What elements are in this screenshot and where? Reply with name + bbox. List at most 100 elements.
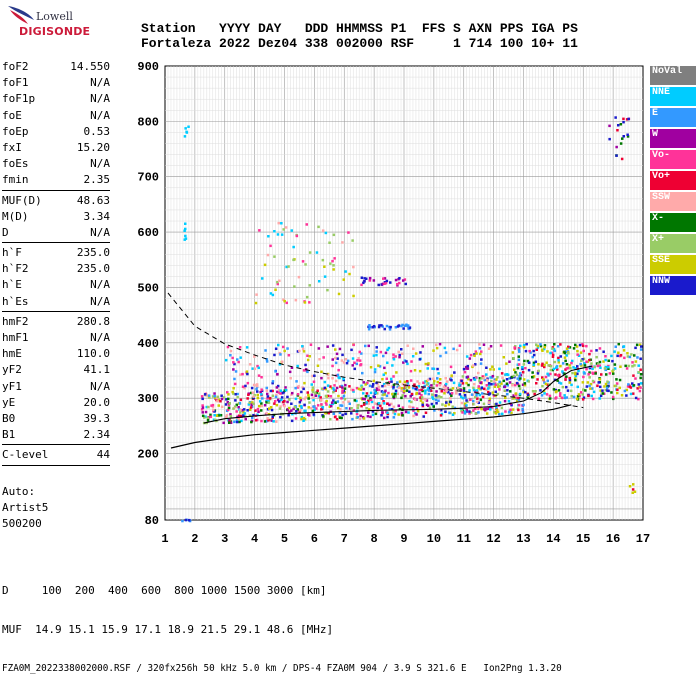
echo-point	[287, 265, 290, 268]
echo-point	[455, 389, 458, 392]
echo-point	[276, 384, 280, 388]
echo-point	[316, 389, 319, 392]
echo-point	[345, 407, 348, 410]
echo-point	[405, 360, 408, 363]
echo-point	[243, 386, 246, 390]
echo-point	[552, 348, 556, 351]
echo-point	[318, 395, 321, 398]
echo-point	[512, 357, 515, 360]
echo-point	[629, 392, 633, 396]
echo-point	[341, 353, 344, 357]
echo-point	[271, 380, 275, 383]
echo-point	[510, 411, 513, 414]
echo-point	[539, 344, 543, 348]
echo-point	[296, 350, 300, 353]
echo-point	[294, 298, 298, 302]
echo-point	[229, 415, 233, 418]
echo-point	[332, 387, 335, 390]
echo-point	[578, 394, 581, 398]
echo-point	[286, 395, 289, 399]
echo-point	[409, 379, 413, 382]
y-tick-label: 800	[137, 115, 159, 129]
echo-point	[345, 361, 349, 365]
echo-point	[265, 358, 269, 361]
echo-point	[248, 401, 251, 405]
echo-point	[294, 417, 298, 420]
echo-point	[488, 397, 491, 400]
param-row: D N/A	[2, 225, 110, 241]
echo-point	[493, 385, 496, 388]
echo-point	[229, 413, 232, 416]
echo-point	[601, 392, 605, 395]
echo-point	[626, 133, 629, 136]
echo-point	[545, 393, 549, 396]
echo-point	[324, 394, 328, 398]
echo-point	[256, 396, 260, 400]
echo-point	[468, 412, 471, 415]
echo-point	[426, 378, 430, 382]
echo-point	[352, 294, 355, 298]
echo-point	[358, 417, 362, 421]
echo-point	[523, 359, 526, 363]
echo-point	[461, 411, 464, 414]
echo-point	[251, 401, 254, 404]
param-label: C-level	[2, 448, 49, 462]
echo-point	[515, 373, 519, 377]
echo-point	[392, 383, 396, 387]
echo-point	[278, 363, 282, 366]
echo-point	[311, 389, 314, 392]
echo-point	[553, 378, 557, 382]
echo-point	[553, 343, 556, 346]
logo-digisonde-text: DIGISONDE	[19, 25, 91, 38]
echo-point	[585, 360, 588, 363]
echo-point	[279, 392, 282, 395]
echo-point	[487, 406, 491, 410]
echo-point	[256, 413, 259, 416]
echo-point	[253, 394, 256, 397]
echo-point	[388, 407, 391, 411]
echo-point	[504, 373, 507, 376]
echo-point	[570, 361, 573, 365]
echo-point	[260, 388, 263, 391]
echo-point	[540, 394, 544, 397]
echo-point	[226, 401, 229, 404]
echo-point	[233, 362, 236, 366]
echo-point	[351, 357, 355, 360]
echo-point	[614, 116, 617, 119]
echo-point	[315, 407, 318, 410]
echo-point	[581, 381, 585, 384]
param-label: foEp	[2, 124, 29, 138]
echo-point	[533, 353, 536, 357]
echo-point	[392, 375, 395, 378]
echo-point	[384, 371, 387, 375]
echo-point	[183, 135, 187, 138]
echo-point	[563, 356, 567, 359]
echo-point	[298, 401, 302, 404]
echo-point	[328, 405, 332, 408]
echo-point	[298, 349, 301, 353]
echo-point	[314, 394, 318, 397]
echo-point	[500, 382, 503, 385]
echo-point	[383, 393, 386, 396]
echo-point	[356, 359, 359, 362]
param-label: B0	[2, 411, 16, 425]
param-value: 39.3	[83, 411, 111, 425]
echo-point	[340, 404, 344, 407]
echo-point	[424, 362, 427, 366]
echo-point	[502, 356, 505, 359]
echo-point	[380, 407, 384, 410]
echo-point	[477, 411, 480, 414]
echo-point	[482, 343, 486, 346]
echo-point	[369, 415, 372, 419]
echo-point	[238, 402, 242, 405]
echo-point	[501, 412, 504, 416]
param-row: foEp 0.53	[2, 124, 110, 140]
echo-point	[495, 378, 498, 381]
echo-point	[352, 388, 355, 392]
echo-point	[246, 372, 249, 376]
echo-point	[376, 409, 379, 413]
echo-point	[246, 381, 250, 385]
param-value: 280.8	[76, 314, 110, 328]
echo-point	[449, 365, 453, 369]
echo-point	[241, 372, 244, 376]
